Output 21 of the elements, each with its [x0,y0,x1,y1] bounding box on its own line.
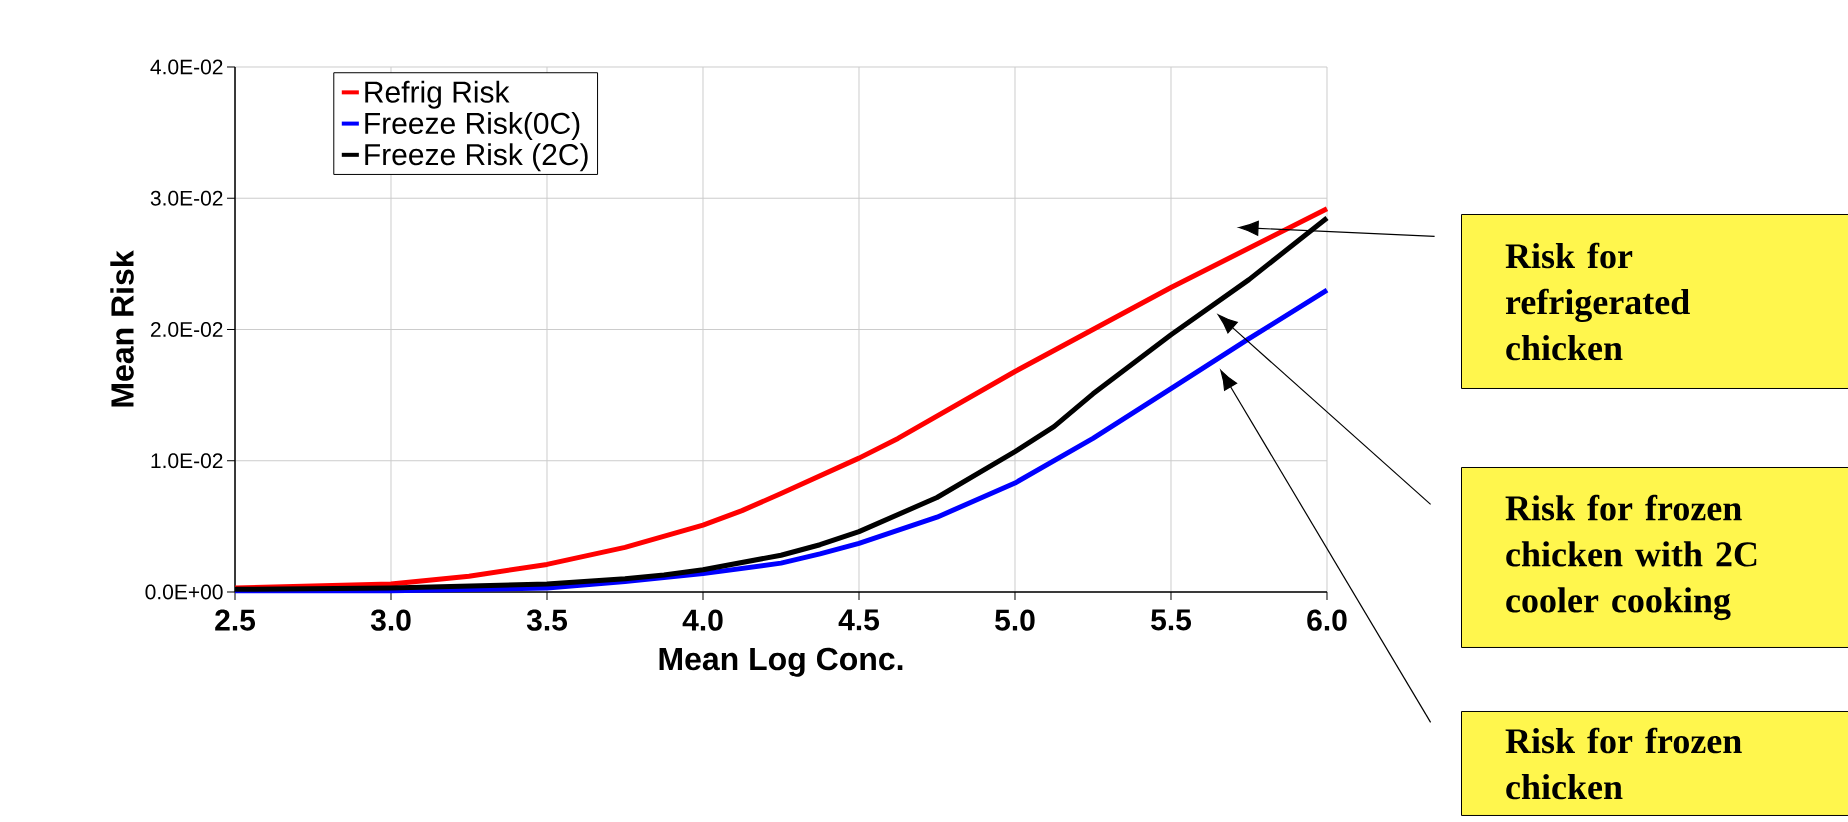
x-tick-label: 4.5 [838,609,880,631]
x-tick-label: 3.5 [526,609,568,631]
x-tick-label: 4.0 [682,609,723,631]
x-tick-label: 5.0 [995,609,1035,631]
x-tick-label: 3.0 [370,609,411,631]
x-axis-title: Mean Log Conc. [659,647,903,677]
y-tick-label: 0.0E+00 [145,584,223,600]
y-tick-label: 1.0E-02 [151,453,223,469]
text: Risk for refrigerated chicken [1505,242,1690,361]
y-tick-label: 2.0E-02 [150,322,223,337]
y-tick-label: 3.0E-02 [150,190,223,206]
x-tick-label: 2.5 [215,609,256,631]
text: Risk for frozen chicken with 2C cooler cooking [1505,494,1757,621]
y-tick-label: 4.0E-02 [150,59,223,75]
text: Risk for frozen chicken [1505,727,1742,800]
legend-label: Refrig Risk [365,80,510,109]
x-tick-label: 6.0 [1307,609,1347,631]
y-axis-title: Mean Risk [110,250,134,407]
legend-label: Freeze Risk (2C) [365,143,588,172]
x-tick-label: 5.5 [1151,609,1192,631]
legend-label: Freeze Risk(0C) [365,111,580,140]
